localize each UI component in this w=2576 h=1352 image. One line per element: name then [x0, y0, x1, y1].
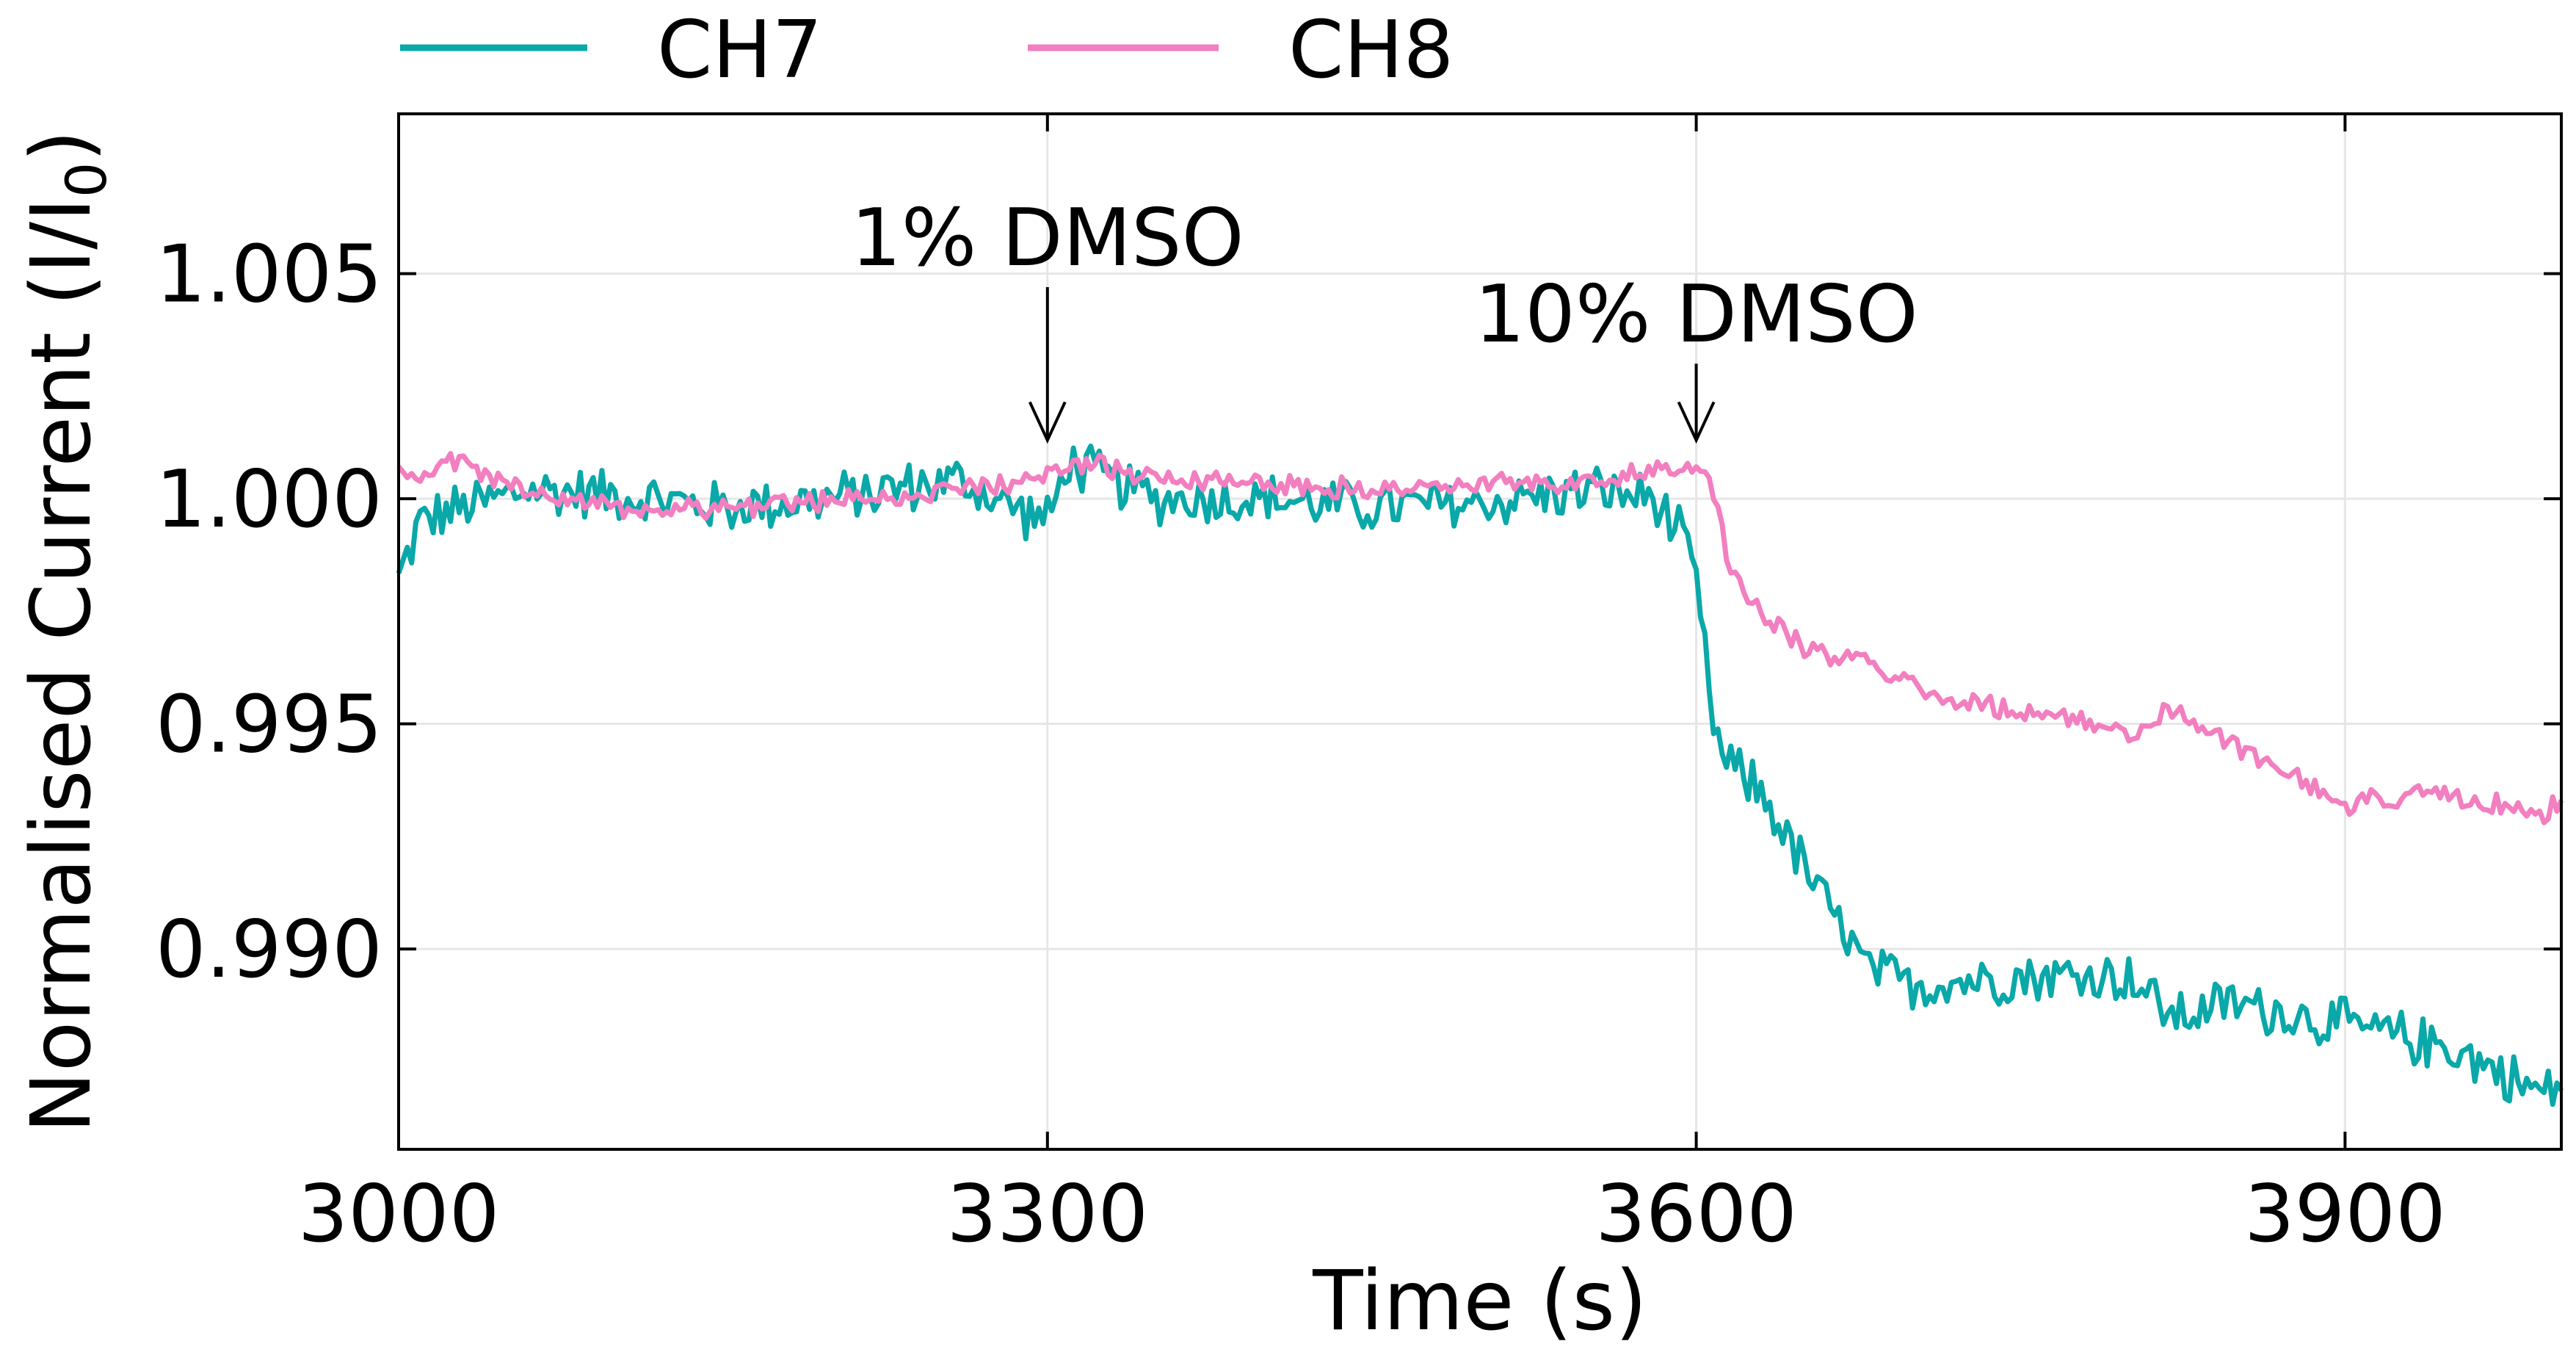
- y-axis-title: Normalised Current (I/I0): [14, 130, 119, 1133]
- annotation-label: 10% DMSO: [1474, 269, 1918, 361]
- y-tick-label: 1.005: [156, 229, 382, 321]
- y-axis: 0.990 0.995 1.000 1.005: [156, 229, 2561, 996]
- x-tick-label: 3600: [1595, 1168, 1797, 1260]
- x-axis-title: Time (s): [1312, 1254, 1647, 1349]
- x-axis: 3000 3300 3600 3900: [298, 114, 2446, 1260]
- annotation-arrow-head: [1028, 401, 1067, 444]
- y-tick-label: 0.990: [156, 904, 382, 996]
- legend-label-ch8: CH8: [1288, 4, 1454, 96]
- y-axis-title-close: ): [14, 130, 109, 162]
- series-line-ch8: [396, 451, 2564, 825]
- x-tick-label: 3300: [946, 1168, 1148, 1260]
- series-line-ch7: [396, 444, 2564, 1107]
- legend: CH7 CH8: [400, 4, 1454, 96]
- x-tick-label: 3000: [298, 1168, 500, 1260]
- y-axis-title-main: Normalised Current (I/I: [14, 198, 109, 1133]
- y-tick-label: 1.000: [156, 454, 382, 546]
- legend-label-ch7: CH7: [657, 4, 822, 96]
- y-axis-title-subscript: 0: [54, 162, 119, 198]
- annotations: 1% DMSO 10% DMSO: [851, 192, 1918, 444]
- annotation-label: 1% DMSO: [851, 192, 1244, 284]
- annotation-arrow-head: [1677, 401, 1716, 444]
- plot-frame: [397, 112, 2563, 1151]
- y-tick-label: 0.995: [156, 679, 382, 771]
- series-layer: [396, 444, 2564, 1107]
- x-tick-label: 3900: [2244, 1168, 2446, 1260]
